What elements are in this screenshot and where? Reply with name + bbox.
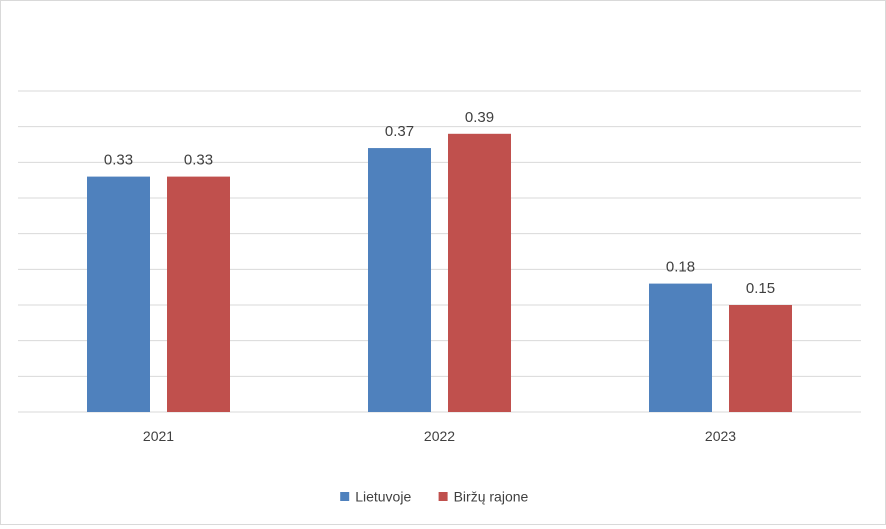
bar-lietuvoje-2023 [649,283,712,412]
bar-lietuvoje-2022 [368,148,431,413]
data-label: 0.33 [184,152,213,169]
x-tick-label: 2023 [705,428,736,444]
x-tick-label: 2021 [143,428,174,444]
gridlines [18,90,861,413]
legend-label: Biržų rajone [454,489,529,505]
data-labels: 0.33 0.33 0.37 0.39 0.18 0.15 [104,109,775,297]
legend-swatch [438,492,448,501]
bars [87,133,792,413]
legend-swatch [340,492,350,501]
data-label: 0.18 [666,259,695,276]
legend-item-biržų-rajone: Biržų rajone [438,489,529,505]
data-label: 0.15 [746,280,775,297]
legend-item-lietuvoje: Lietuvoje [340,489,411,505]
x-tick-label: 2022 [424,428,455,444]
bar-lietuvoje-2021 [87,176,150,412]
legend: Lietuvoje Biržų rajone [340,489,529,505]
data-label: 0.37 [385,123,414,140]
bar-biržų-rajone-2023 [729,305,792,412]
data-label: 0.33 [104,152,133,169]
bar-biržų-rajone-2022 [448,133,511,413]
data-label: 0.39 [465,109,494,126]
legend-label: Lietuvoje [355,489,411,505]
x-tick-labels: 2021 2022 2023 [143,428,736,444]
bar-biržų-rajone-2021 [167,176,230,412]
